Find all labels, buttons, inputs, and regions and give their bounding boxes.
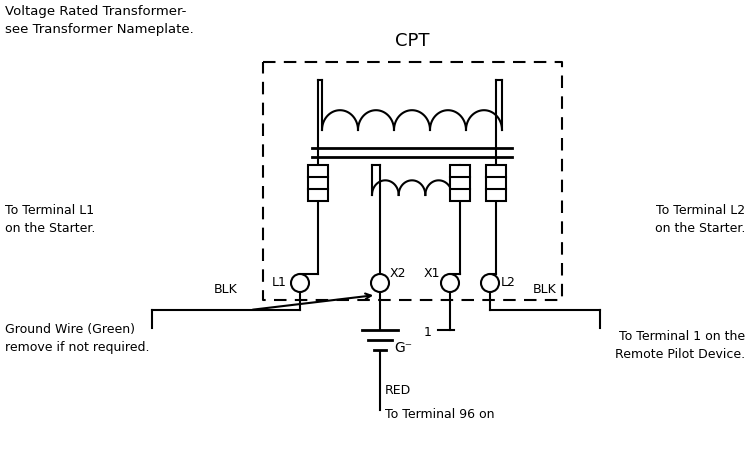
Text: G⁻: G⁻: [394, 341, 412, 355]
Circle shape: [481, 274, 499, 292]
Text: To Terminal 96 on: To Terminal 96 on: [385, 409, 494, 422]
Text: To Terminal L1
on the Starter.: To Terminal L1 on the Starter.: [5, 204, 95, 235]
Circle shape: [291, 274, 309, 292]
Text: CPT: CPT: [395, 32, 430, 50]
Bar: [450, 165, 470, 201]
Text: BLK: BLK: [533, 283, 556, 296]
Bar: [308, 165, 328, 201]
Text: L1: L1: [272, 276, 287, 289]
Text: X2: X2: [390, 267, 406, 280]
Text: 1: 1: [424, 325, 432, 338]
Text: L2: L2: [501, 276, 516, 289]
Text: BLK: BLK: [214, 283, 238, 296]
Bar: [486, 165, 506, 201]
Circle shape: [371, 274, 389, 292]
Text: To Terminal L2
on the Starter.: To Terminal L2 on the Starter.: [655, 204, 745, 235]
Text: To Terminal 1 on the
Remote Pilot Device.: To Terminal 1 on the Remote Pilot Device…: [615, 329, 745, 360]
Circle shape: [441, 274, 459, 292]
Text: Voltage Rated Transformer-
see Transformer Nameplate.: Voltage Rated Transformer- see Transform…: [5, 5, 194, 36]
Text: Ground Wire (Green)
remove if not required.: Ground Wire (Green) remove if not requir…: [5, 323, 149, 354]
Text: RED: RED: [385, 383, 411, 396]
Text: X1: X1: [424, 267, 440, 280]
